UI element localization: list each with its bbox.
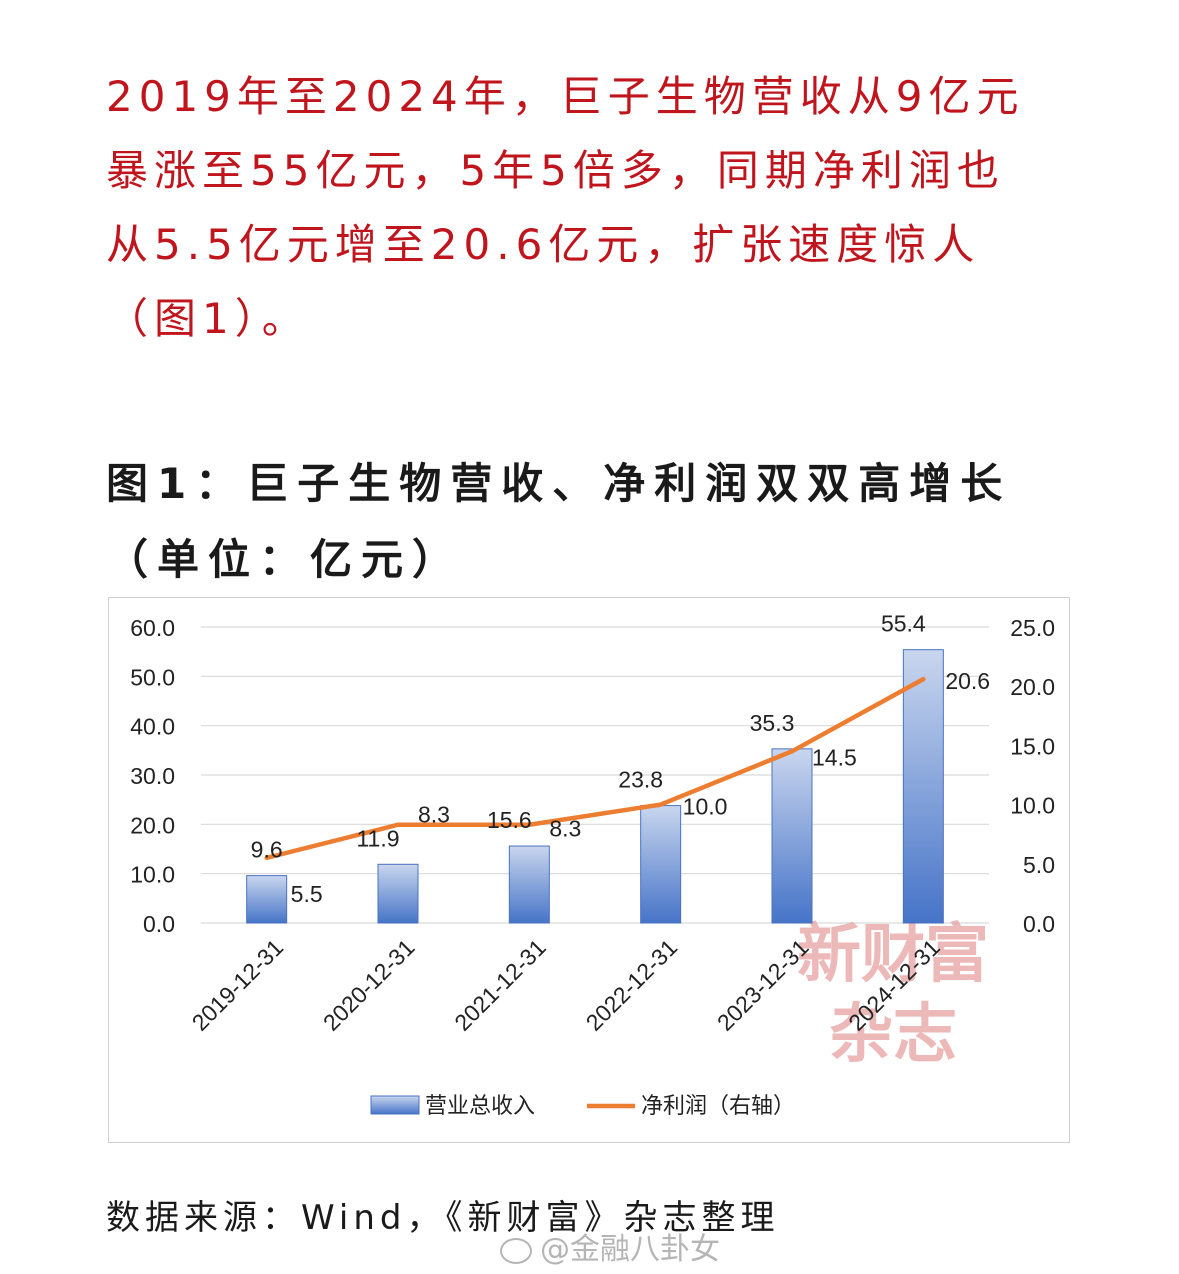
revenue-data-label: 23.8 xyxy=(618,767,663,793)
intro-line: （图1）。 xyxy=(106,294,310,343)
figure-title-line: （单位：亿元） xyxy=(106,535,464,584)
x-tick-label: 2021-12-31 xyxy=(449,934,551,1036)
y-right-tick-label: 20.0 xyxy=(1010,674,1055,700)
net-profit-data-label: 5.5 xyxy=(291,881,323,907)
intro-line: 暴涨至55亿元，5年5倍多，同期净利润也 xyxy=(106,146,1005,195)
source-note: 数据来源：Wind，《新财富》杂志整理 xyxy=(106,1198,780,1238)
net-profit-data-label: 8.3 xyxy=(549,816,581,842)
legend-label-profit: 净利润（右轴） xyxy=(641,1094,795,1119)
y-left-tick-label: 40.0 xyxy=(130,714,175,740)
figure-title-line: 图1：巨子生物营收、净利润双双高增长 xyxy=(106,459,1012,508)
revenue-bar xyxy=(902,649,944,924)
chart-container: 0.0 10.0 20.0 30.0 40.0 50.0 60.0 0.0 5.0 10.0 15.… xyxy=(108,597,1070,1143)
x-tick-label: 2022-12-31 xyxy=(581,934,683,1036)
net-profit-line xyxy=(264,676,926,861)
revenue-data-label: 15.6 xyxy=(487,807,532,833)
revenue-data-label: 11.9 xyxy=(356,825,399,851)
revenue-profit-chart: 0.0 10.0 20.0 30.0 40.0 50.0 60.0 0.0 5.0 10.0 15.… xyxy=(130,611,1055,1119)
watermark-text: 杂志 xyxy=(829,997,957,1072)
watermark-text: 新财富 xyxy=(797,917,989,992)
revenue-bar xyxy=(508,845,550,924)
revenue-data-label: 9.6 xyxy=(251,837,283,863)
net-profit-data-label: 20.6 xyxy=(945,668,990,694)
weibo-watermark: @金融八卦女 xyxy=(500,1224,720,1268)
y-right-tick-label: 10.0 xyxy=(1010,793,1055,819)
weibo-handle: @金融八卦女 xyxy=(540,1232,720,1267)
x-tick-label: 2020-12-31 xyxy=(318,934,420,1036)
intro-line: 2019年至2024年，巨子生物营收从9亿元 xyxy=(106,72,1025,121)
weibo-icon xyxy=(500,1237,532,1264)
y-right-tick-label: 15.0 xyxy=(1010,733,1055,759)
y-right-tick-label: 5.0 xyxy=(1023,852,1055,878)
y-left-tick-label: 10.0 xyxy=(130,862,175,888)
y-left-tick-label: 50.0 xyxy=(130,664,175,690)
y-left-tick-label: 60.0 xyxy=(130,615,175,641)
x-tick-label: 2019-12-31 xyxy=(187,934,289,1036)
y-right-tick-label: 0.0 xyxy=(1023,911,1055,937)
legend-swatch-revenue xyxy=(370,1095,420,1115)
revenue-bar xyxy=(377,863,419,924)
intro-line: 从5.5亿元增至20.6亿元，扩张速度惊人 xyxy=(106,220,981,269)
y-left-tick-label: 30.0 xyxy=(130,763,175,789)
figure-title: 图1：巨子生物营收、净利润双双高增长 （单位：亿元） xyxy=(106,446,1076,598)
y-right-tick-label: 25.0 xyxy=(1010,615,1055,641)
y-left-tick-label: 0.0 xyxy=(143,911,175,937)
y-left-tick-label: 20.0 xyxy=(130,812,175,838)
legend-label-revenue: 营业总收入 xyxy=(425,1094,535,1119)
revenue-bar xyxy=(246,875,288,924)
intro-paragraph: 2019年至2024年，巨子生物营收从9亿元 暴涨至55亿元，5年5倍多，同期净… xyxy=(106,60,1076,356)
revenue-data-label: 35.3 xyxy=(750,710,795,736)
revenue-data-label: 55.4 xyxy=(881,611,926,637)
net-profit-data-label: 14.5 xyxy=(812,744,857,770)
net-profit-data-label: 8.3 xyxy=(418,802,450,828)
revenue-bar xyxy=(640,805,682,924)
revenue-bar xyxy=(771,748,813,924)
net-profit-data-label: 10.0 xyxy=(683,794,728,820)
